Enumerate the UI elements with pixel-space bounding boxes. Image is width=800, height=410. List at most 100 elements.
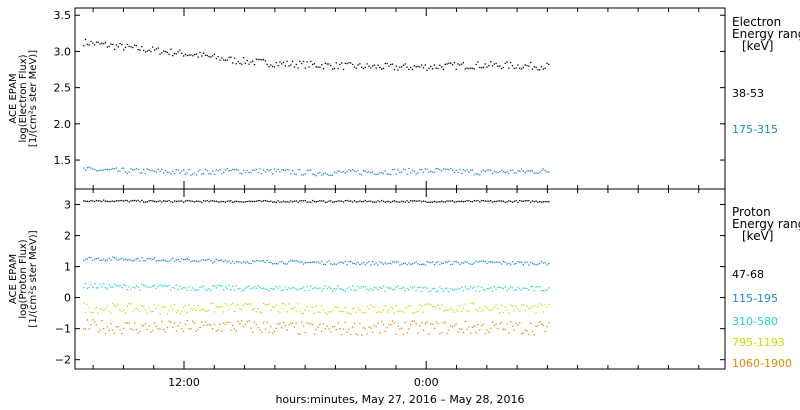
proton-point-795-1193 [132,311,134,313]
proton-point-1060-1900 [228,321,230,324]
electron-point-175-315 [450,167,452,170]
proton-point-795-1193 [246,303,248,305]
proton-point-310-580 [293,287,296,289]
proton-point-1060-1900 [84,328,87,330]
proton-point-310-580 [348,286,350,288]
proton-point-795-1193 [175,311,178,314]
proton-point-310-580 [252,287,254,289]
proton-point-1060-1900 [213,323,216,326]
electron-point-175-315 [273,168,276,170]
electron-point-38-53 [202,52,205,54]
proton-point-47-68 [313,200,316,203]
proton-point-795-1193 [375,311,377,314]
proton-point-47-68 [402,200,405,203]
electron-point-38-53 [426,69,428,71]
electron-point-38-53 [466,67,468,69]
proton-point-310-580 [353,289,356,291]
electron-point-38-53 [137,48,139,51]
proton-point-115-195 [186,258,188,260]
proton-point-795-1193 [381,311,383,313]
proton-point-115-195 [272,263,274,265]
electron-point-175-315 [413,171,416,173]
proton-point-795-1193 [361,311,363,313]
proton-point-795-1193 [306,306,308,308]
proton-point-310-580 [117,284,119,287]
proton-point-1060-1900 [110,323,112,325]
proton-point-1060-1900 [381,320,383,322]
proton-point-115-195 [132,260,134,262]
proton-point-1060-1900 [277,323,279,325]
proton-point-795-1193 [482,309,485,311]
proton-point-47-68 [123,200,125,202]
electron-point-175-315 [319,171,321,174]
proton-point-47-68 [250,200,252,203]
proton-point-115-195 [170,259,172,261]
electron-point-38-53 [375,67,377,69]
proton-point-1060-1900 [224,323,227,326]
proton-point-115-195 [184,258,187,261]
proton-point-795-1193 [448,309,450,311]
proton-point-310-580 [128,286,130,288]
proton-legend-title-1: Energy ranges [732,217,800,231]
proton-point-47-68 [415,200,417,202]
proton-point-47-68 [232,201,234,203]
proton-point-310-580 [313,287,316,289]
proton-point-47-68 [526,200,528,202]
electron-point-175-315 [366,171,368,174]
proton-point-115-195 [195,260,198,263]
proton-point-115-195 [391,261,394,263]
proton-point-795-1193 [288,303,290,305]
proton-point-310-580 [497,286,499,288]
proton-point-1060-1900 [417,332,419,334]
proton-point-115-195 [479,260,481,263]
electron-point-175-315 [210,173,212,175]
proton-point-47-68 [301,200,303,202]
proton-point-310-580 [326,288,328,290]
proton-point-47-68 [248,200,250,202]
proton-point-115-195 [319,262,321,264]
proton-point-115-195 [544,262,546,264]
proton-point-1060-1900 [233,328,236,330]
proton-point-115-195 [537,263,539,265]
proton-legend-47-68: 47-68 [732,268,764,281]
proton-point-795-1193 [497,307,499,310]
proton-point-115-195 [499,261,501,264]
electron-point-175-315 [221,172,223,175]
electron-point-175-315 [170,172,172,175]
electron-point-38-53 [406,66,408,68]
electron-point-175-315 [359,173,361,175]
electron-point-38-53 [484,63,486,65]
proton-point-47-68 [297,201,299,203]
electron-point-38-53 [548,63,550,66]
proton-point-47-68 [331,201,334,203]
proton-point-47-68 [341,200,343,202]
proton-point-310-580 [239,287,241,290]
electron-point-175-315 [539,171,541,173]
proton-point-115-195 [264,261,267,264]
proton-point-47-68 [84,200,87,202]
proton-point-115-195 [337,262,339,264]
proton-point-115-195 [208,258,210,261]
electron-point-38-53 [201,55,203,57]
proton-point-47-68 [306,201,308,203]
electron-point-38-53 [357,64,359,66]
proton-point-47-68 [446,200,448,202]
proton-point-1060-1900 [311,324,314,326]
proton-point-1060-1900 [155,325,158,328]
proton-point-310-580 [210,289,212,292]
proton-point-1060-1900 [175,330,178,332]
electron-point-175-315 [306,169,308,171]
proton-point-47-68 [279,201,281,203]
proton-point-795-1193 [237,303,239,306]
electron-panel-frame [74,7,726,190]
proton-point-795-1193 [97,312,99,314]
proton-point-47-68 [511,201,514,203]
electron-point-38-53 [504,62,506,65]
electron-ytick-label-4: 3.5 [54,9,72,22]
proton-point-310-580 [159,284,161,286]
proton-point-795-1193 [217,306,219,309]
electron-point-175-315 [355,171,357,173]
proton-point-795-1193 [152,310,154,313]
electron-point-38-53 [186,54,188,57]
proton-point-1060-1900 [86,319,89,321]
